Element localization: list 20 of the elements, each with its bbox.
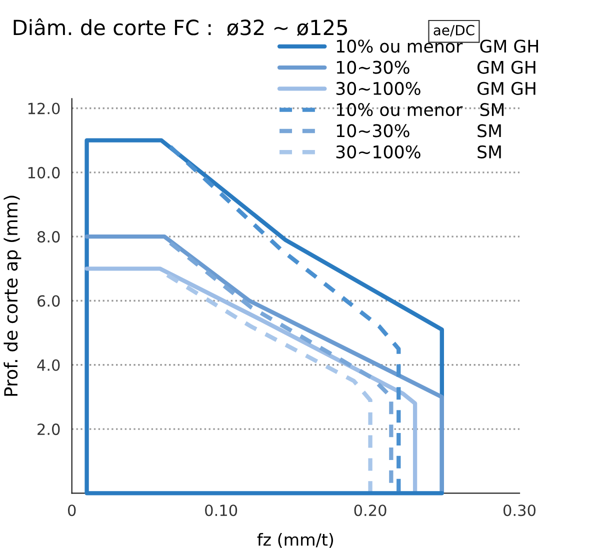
legend-label: 10~30% SM xyxy=(336,124,501,138)
legend-label: 30~100% GM GH xyxy=(336,82,536,96)
legend-label: 10% ou menor GM GH xyxy=(336,40,538,53)
chart-title: Diâm. de corte FC : ø32 ~ ø125 xyxy=(14,18,348,36)
legend-label: 10% ou menor SM xyxy=(336,103,504,116)
y-tick-label: 6.0 xyxy=(38,295,60,307)
x-axis-title: fz (mm/t) xyxy=(257,532,334,548)
text: ae/DC xyxy=(434,24,474,36)
legend-label: 10~30% GM GH xyxy=(336,60,536,74)
y-tick-label: 2.0 xyxy=(38,424,60,436)
x-tick-label: 0.30 xyxy=(503,504,536,516)
y-tick-label: 8.0 xyxy=(37,231,60,243)
x-tick-label: 0.20 xyxy=(354,504,386,516)
legend-label: 30~100% SM xyxy=(336,145,501,158)
y-tick-label: 4.0 xyxy=(37,359,60,371)
x-tick-label: 0 xyxy=(68,504,76,516)
y-axis-title: Prof. de corte ap (mm) xyxy=(4,196,22,396)
x-tick-label: 0.10 xyxy=(205,504,238,516)
y-tick-label: 10.0 xyxy=(28,166,60,178)
y-tick-label: 12.0 xyxy=(28,102,60,114)
